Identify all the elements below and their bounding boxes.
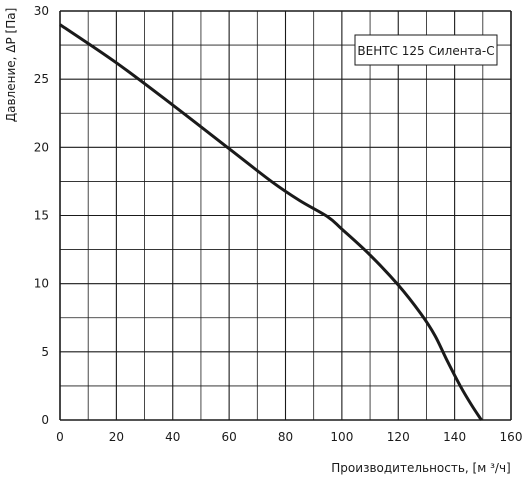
legend-box (354, 34, 498, 66)
y-tick-label: 10 (34, 277, 49, 291)
y-tick-label: 15 (34, 209, 49, 223)
y-axis-title: Давление, ΔP [Па] (4, 8, 18, 123)
x-tick-label: 100 (330, 430, 353, 444)
grid-lines (59, 10, 512, 421)
x-tick-label: 160 (500, 430, 523, 444)
curve-layer (59, 23, 483, 421)
x-tick-label: 20 (109, 430, 124, 444)
x-tick-label: 120 (387, 430, 410, 444)
y-tick-label: 5 (41, 345, 49, 359)
y-tick-label: 0 (41, 413, 49, 427)
x-axis-title: Производительность, [м ³/ч] (331, 461, 510, 475)
x-tick-label: 80 (278, 430, 293, 444)
tick-labels: 0 20 40 60 80 100 120 140 160 0 5 10 15 20 25 30 (34, 4, 523, 444)
x-tick-label: 140 (443, 430, 466, 444)
legend: ВЕНТС 125 Силента-С (354, 34, 498, 66)
series-line (59, 23, 483, 421)
x-tick-label: 60 (221, 430, 236, 444)
y-tick-label: 30 (34, 4, 49, 18)
y-tick-label: 20 (34, 140, 49, 154)
legend-label: ВЕНТС 125 Силента-С (357, 44, 494, 58)
x-tick-label: 40 (165, 430, 180, 444)
y-tick-label: 25 (34, 72, 49, 86)
x-tick-label: 0 (56, 430, 64, 444)
